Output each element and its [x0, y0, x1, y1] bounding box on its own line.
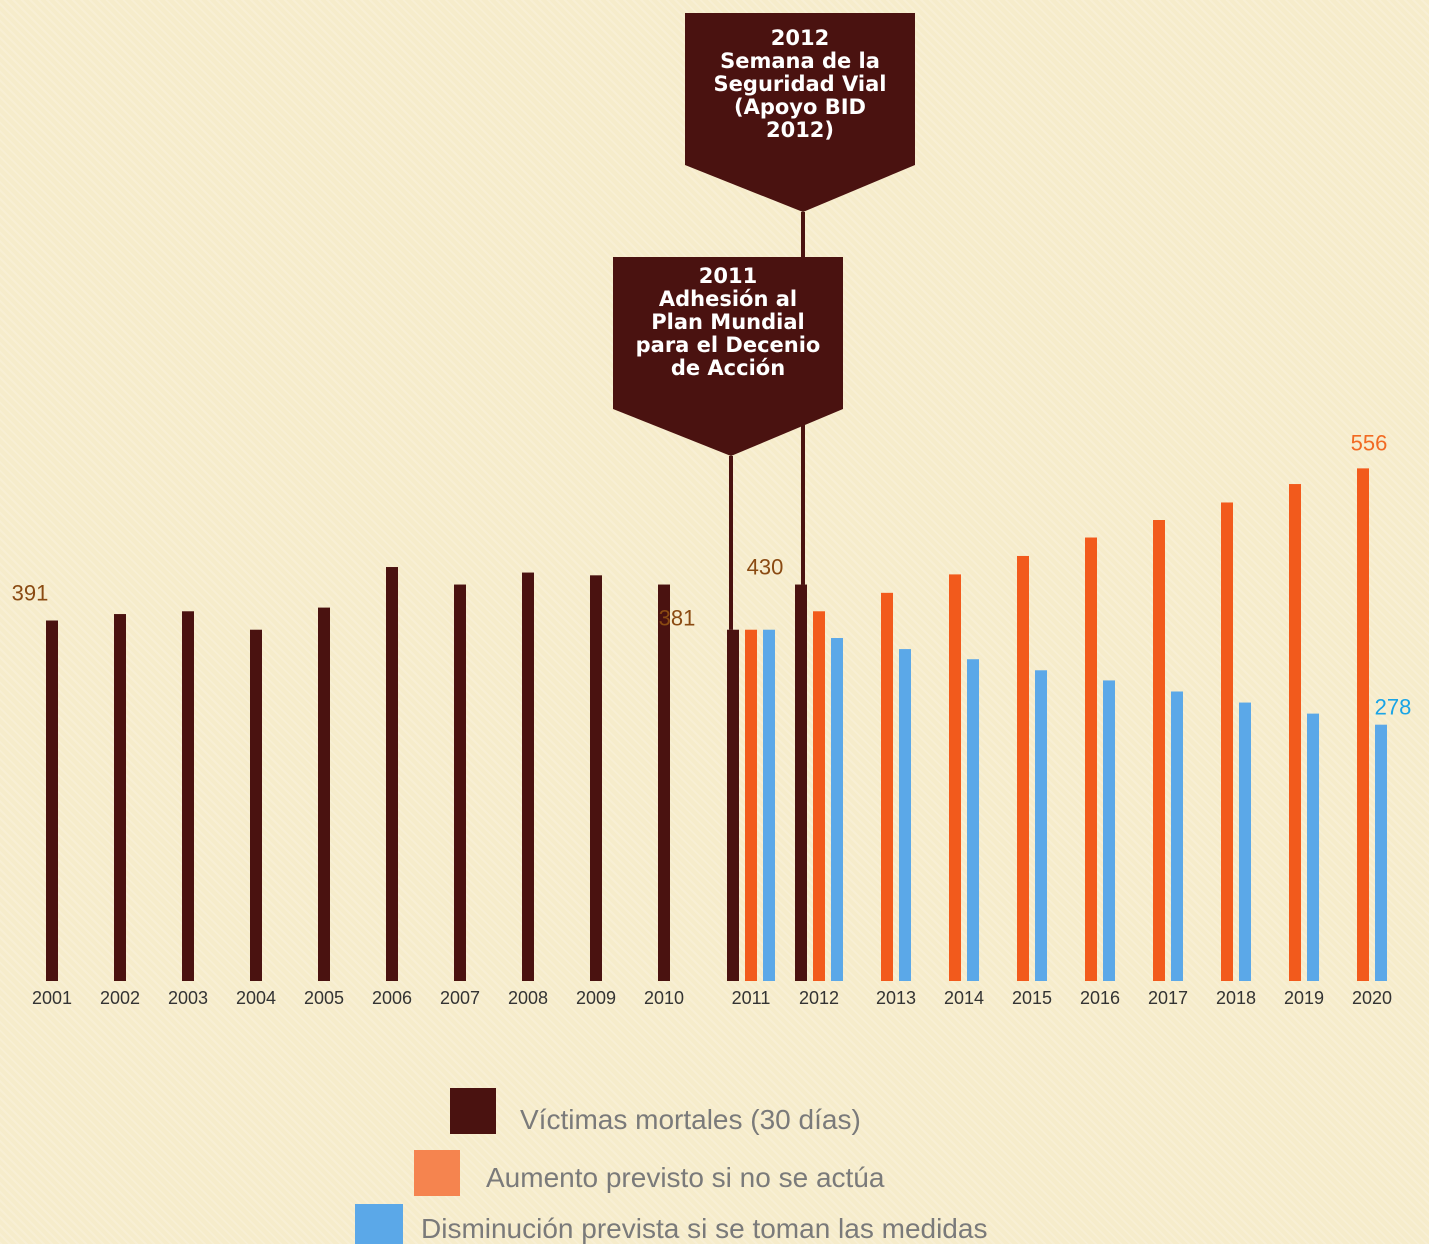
- bar-disminucion-2014: [967, 659, 979, 981]
- x-tick-2002: 2002: [100, 988, 140, 1008]
- bar-aumento-2017: [1153, 520, 1165, 981]
- x-tick-2006: 2006: [372, 988, 412, 1008]
- annotation-text-2011-line5: de Acción: [671, 356, 785, 380]
- x-axis-ticks: 2001 2002 2003 2004 2005 2006 2007 2008 2009 2010…: [32, 988, 1392, 1008]
- x-tick-2018: 2018: [1216, 988, 1256, 1008]
- bar-disminucion-2015: [1035, 670, 1047, 981]
- x-tick-2011: 2011: [732, 988, 771, 1008]
- bar-victimas-2005: [318, 607, 330, 981]
- x-tick-2019: 2019: [1284, 988, 1324, 1008]
- bar-disminucion-2017: [1171, 691, 1183, 981]
- bar-aumento-2018: [1221, 502, 1233, 981]
- bar-victimas-2003: [182, 611, 194, 981]
- bar-disminucion-2018: [1239, 702, 1251, 981]
- bar-disminucion-2016: [1103, 680, 1115, 981]
- legend-swatch-disminucion: [355, 1204, 403, 1244]
- annotation-text-2012-line1: 2012: [771, 26, 829, 50]
- legend-label-aumento: Aumento previsto si no se actúa: [486, 1162, 885, 1193]
- data-label-2001-s0: 391: [12, 580, 49, 605]
- bar-disminucion-2013: [899, 649, 911, 981]
- annotation-text-2011-line3: Plan Mundial: [651, 310, 804, 334]
- x-tick-2012: 2012: [799, 988, 839, 1008]
- annotation-box-2011: [613, 257, 843, 456]
- bar-disminucion-2011: [763, 629, 775, 981]
- bar-aumento-2016: [1085, 537, 1097, 981]
- data-label-2020-s2: 278: [1375, 695, 1412, 720]
- bar-victimas-2012: [795, 584, 807, 981]
- bars-group: [46, 468, 1387, 981]
- bar-aumento-2015: [1017, 555, 1029, 981]
- bar-aumento-2012: [813, 611, 825, 981]
- data-label-2012-s0: 430: [747, 555, 784, 580]
- legend-swatch-victimas: [450, 1088, 496, 1134]
- bar-disminucion-2012: [831, 638, 843, 981]
- x-tick-2014: 2014: [944, 988, 984, 1008]
- bar-aumento-2011: [745, 629, 757, 981]
- bar-victimas-2007: [454, 584, 466, 981]
- bar-victimas-2011: [727, 629, 739, 981]
- bar-victimas-2004: [250, 629, 262, 981]
- x-tick-2004: 2004: [236, 988, 276, 1008]
- annotation-text-2012-line4: (Apoyo BID: [734, 95, 866, 119]
- x-tick-2015: 2015: [1012, 988, 1052, 1008]
- bar-victimas-2010: [658, 584, 670, 981]
- annotation-text-2011-line2: Adhesión al: [659, 287, 797, 311]
- data-label-2020-s1: 556: [1351, 430, 1388, 455]
- bar-aumento-2014: [949, 574, 961, 981]
- annotation-text-2012-line5: 2012): [766, 118, 834, 142]
- bar-victimas-2008: [522, 572, 534, 981]
- x-tick-2009: 2009: [576, 988, 616, 1008]
- bar-victimas-2002: [114, 614, 126, 981]
- legend-swatch-aumento: [414, 1150, 460, 1196]
- x-tick-2013: 2013: [876, 988, 916, 1008]
- bar-victimas-2009: [590, 575, 602, 981]
- annotation-text-2012-line2: Semana de la: [720, 49, 880, 73]
- annotation-text-2011-line4: para el Decenio: [636, 333, 821, 357]
- annotation-text-2011-line1: 2011: [699, 264, 757, 288]
- data-label-2011-s0: 381: [659, 606, 696, 631]
- x-tick-2003: 2003: [168, 988, 208, 1008]
- bar-disminucion-2019: [1307, 713, 1319, 981]
- bar-aumento-2020: [1357, 468, 1369, 981]
- legend: Víctimas mortales (30 días) Aumento previ…: [355, 1088, 987, 1244]
- bar-victimas-2001: [46, 620, 58, 981]
- x-tick-2017: 2017: [1148, 988, 1188, 1008]
- x-tick-2008: 2008: [508, 988, 548, 1008]
- x-tick-2007: 2007: [440, 988, 480, 1008]
- bar-aumento-2019: [1289, 484, 1301, 981]
- legend-label-disminucion: Disminución prevista si se toman las med…: [421, 1213, 987, 1244]
- bar-victimas-2006: [386, 567, 398, 981]
- x-tick-2001: 2001: [32, 988, 72, 1008]
- x-tick-2005: 2005: [304, 988, 344, 1008]
- x-tick-2020: 2020: [1352, 988, 1392, 1008]
- bar-disminucion-2020: [1375, 724, 1387, 981]
- legend-label-victimas: Víctimas mortales (30 días): [520, 1104, 861, 1135]
- x-tick-2016: 2016: [1080, 988, 1120, 1008]
- annotation-text-2012-line3: Seguridad Vial: [714, 72, 887, 96]
- data-labels: 391 381 430 556 278: [12, 430, 1412, 719]
- bar-aumento-2013: [881, 592, 893, 981]
- x-tick-2010: 2010: [644, 988, 684, 1008]
- annotation-box-2012: [685, 13, 915, 212]
